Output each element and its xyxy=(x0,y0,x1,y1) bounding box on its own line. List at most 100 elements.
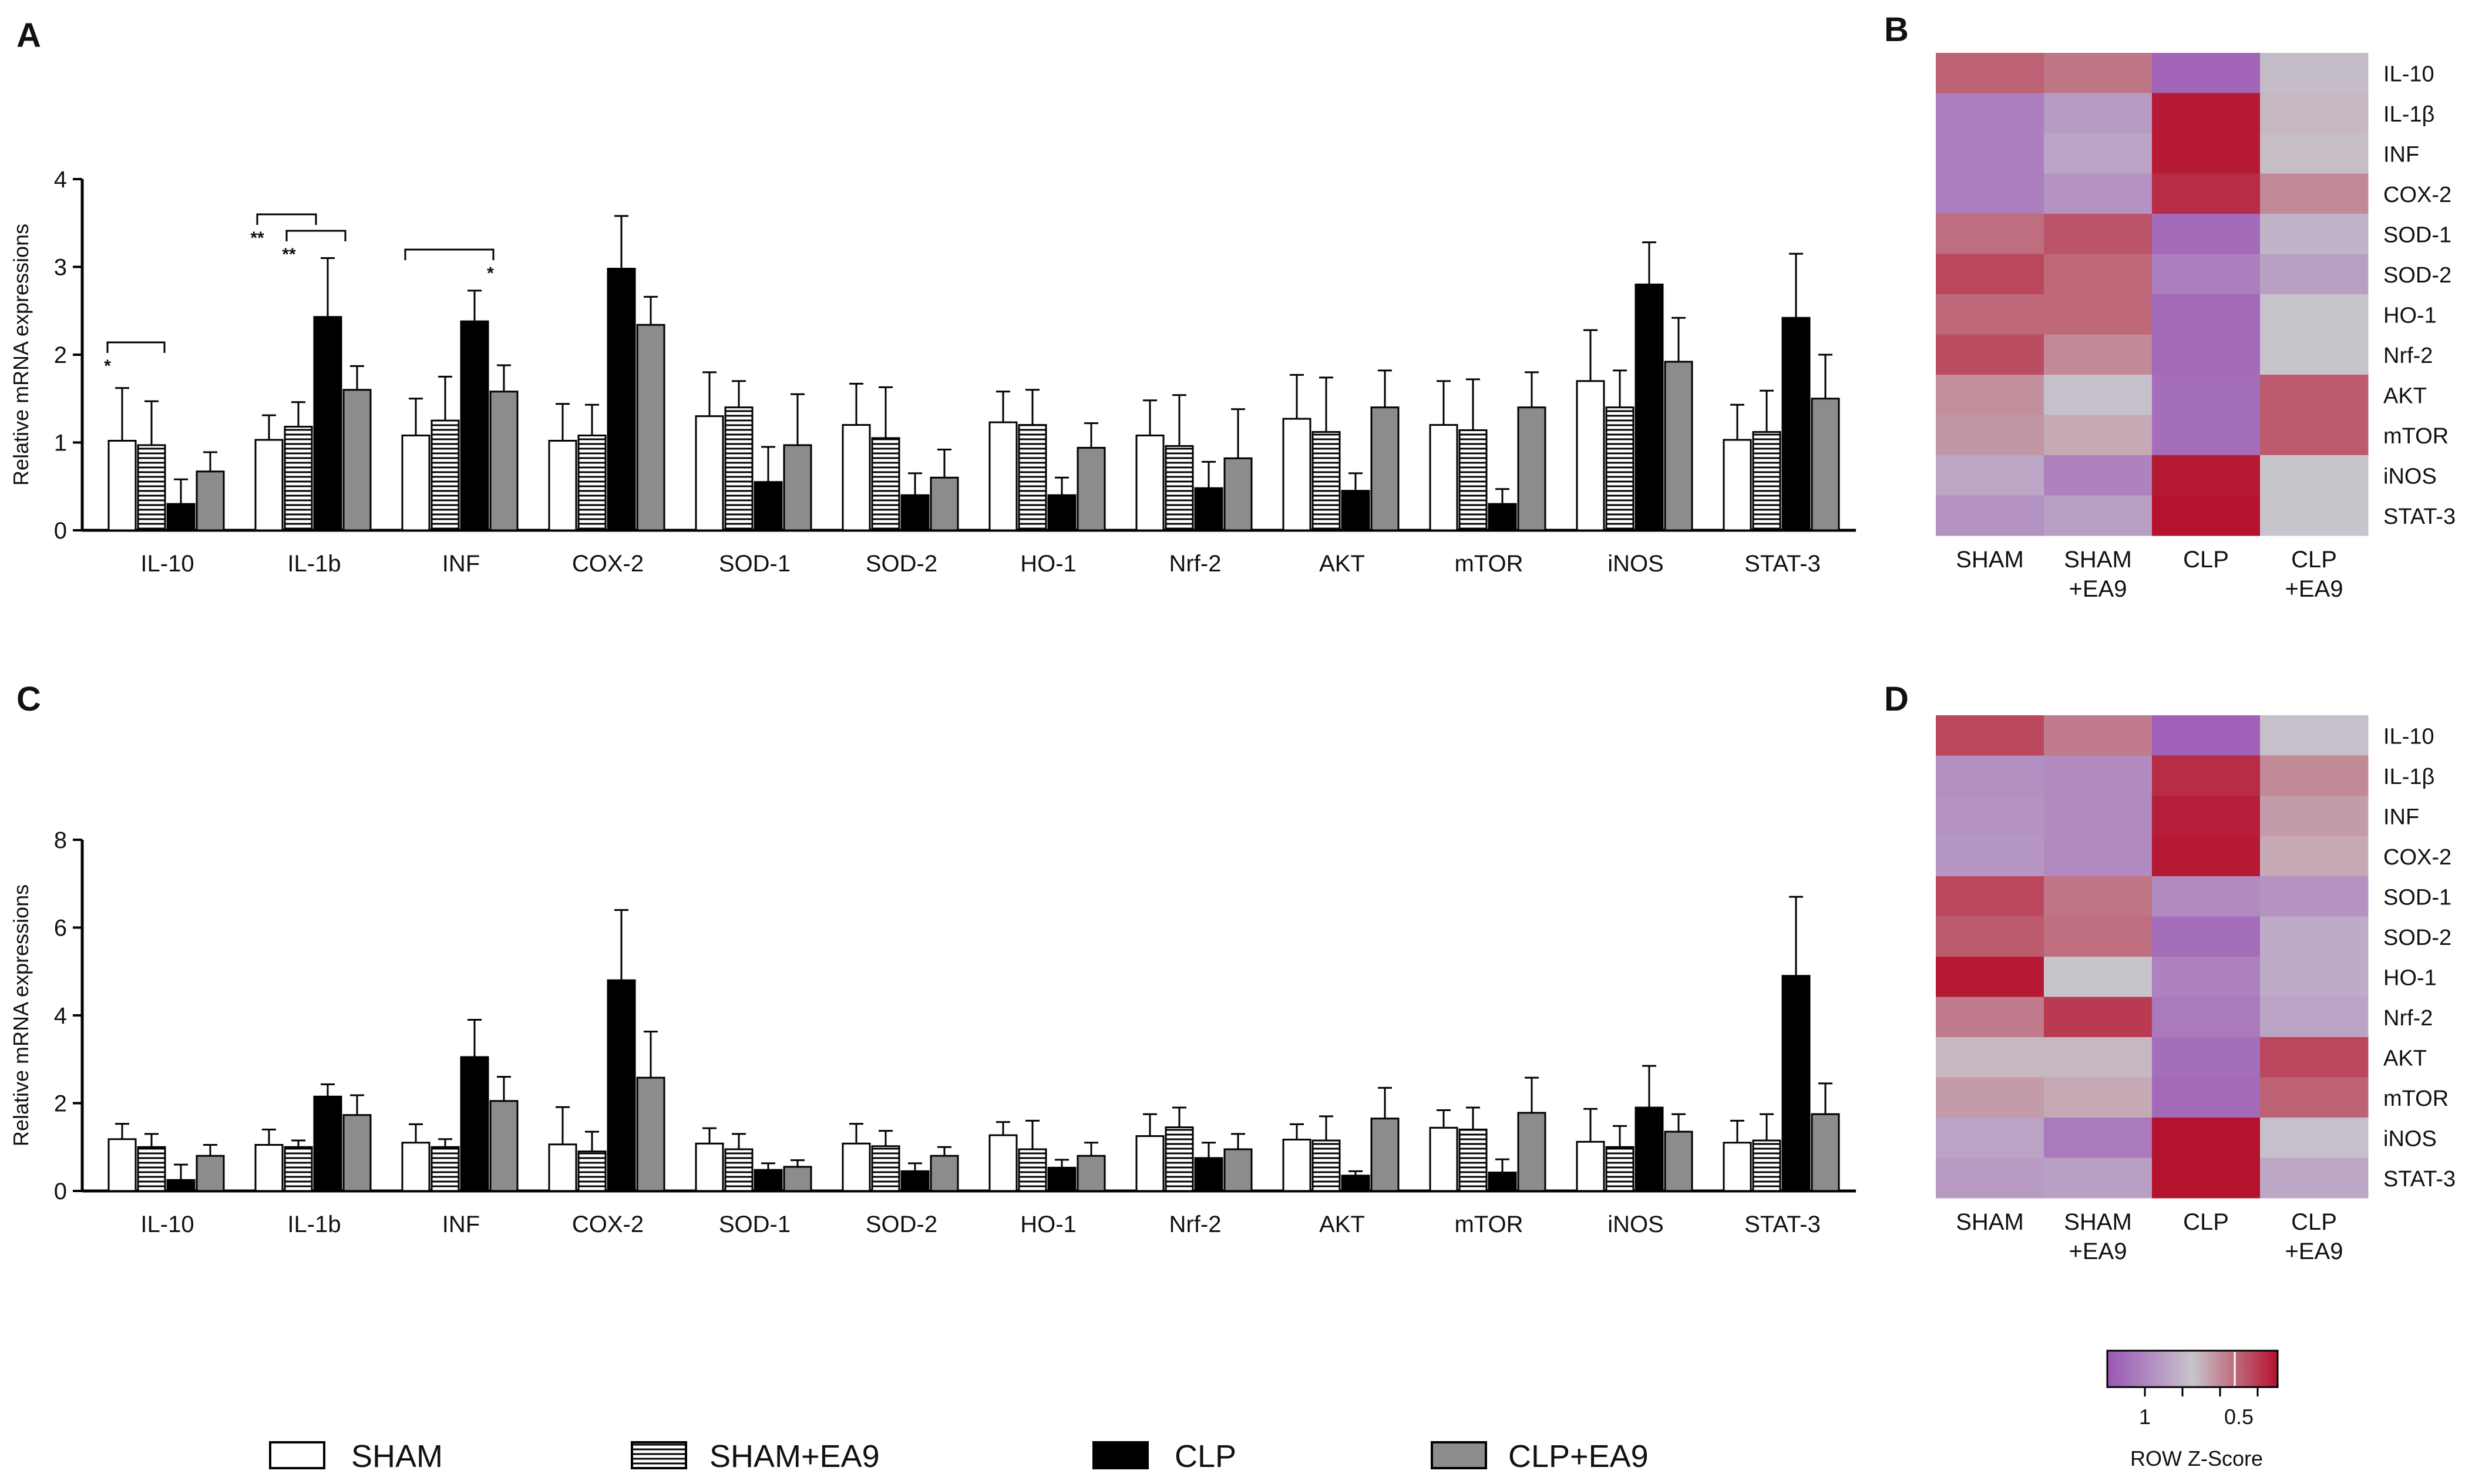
heatmap-cell xyxy=(2260,1118,2369,1158)
heatmap-cell xyxy=(1936,997,2044,1038)
heatmap-cell xyxy=(2044,455,2153,496)
bar-sham-ea9 xyxy=(1018,424,1047,531)
legend-swatch-sham xyxy=(269,1441,325,1469)
x-tick-label: COX-2 xyxy=(572,1212,644,1237)
y-tick-label: 0 xyxy=(54,518,67,544)
bar-sham xyxy=(1282,418,1311,531)
bar-sham xyxy=(1135,435,1165,531)
bar-clp xyxy=(754,1169,783,1192)
color-scale-tick-label: 0.5 xyxy=(2224,1405,2254,1429)
heatmap-cell xyxy=(1936,53,2044,93)
bar-clp-ea9 xyxy=(636,324,665,531)
heatmap-cell xyxy=(2152,957,2261,997)
significance-bracket xyxy=(404,248,495,260)
panel-label-d: D xyxy=(1884,680,1909,718)
heatmap-row-label: SOD-2 xyxy=(2383,263,2451,288)
y-tick-label: 1 xyxy=(54,430,67,456)
bar-clp-ea9 xyxy=(1223,457,1253,531)
color-scale-bar xyxy=(2106,1350,2279,1388)
bar-clp-ea9 xyxy=(1223,1148,1253,1192)
heatmap-column-label: SHAM xyxy=(1956,1209,2024,1235)
bar-clp-ea9 xyxy=(1370,406,1400,531)
bar-clp xyxy=(313,316,342,531)
bar-clp xyxy=(607,979,636,1192)
bar-sham-ea9 xyxy=(1018,1148,1047,1192)
heatmap-cell xyxy=(2044,796,2153,836)
heatmap-cell xyxy=(2044,1037,2153,1078)
bar-sham-ea9 xyxy=(1165,1126,1194,1192)
heatmap-cell xyxy=(2152,334,2261,375)
x-tick-label: INF xyxy=(442,551,480,577)
heatmap-cell xyxy=(1936,796,2044,836)
heatmap-row-label: IL-1β xyxy=(2383,765,2434,789)
x-tick-label: Nrf-2 xyxy=(1169,1212,1222,1237)
legend-swatch-clp xyxy=(1092,1441,1149,1469)
bar-clp-ea9 xyxy=(196,1155,225,1192)
heatmap-cell xyxy=(2260,1037,2369,1078)
heatmap-column-label: SHAM xyxy=(2064,1209,2132,1235)
bar-sham xyxy=(548,1143,577,1192)
heatmap-cell xyxy=(1936,1037,2044,1078)
bar-clp-ea9 xyxy=(1077,1155,1106,1192)
bar-clp xyxy=(1194,1157,1223,1192)
heatmap-cell xyxy=(2152,133,2261,174)
heatmap-cell xyxy=(2260,375,2369,415)
bar-sham xyxy=(1576,380,1605,531)
bar-sham-ea9 xyxy=(137,1146,166,1192)
bar-sham-ea9 xyxy=(724,1148,754,1192)
x-tick-label: SOD-2 xyxy=(866,551,937,577)
heatmap-row-label: HO-1 xyxy=(2383,303,2437,328)
heatmap-cell xyxy=(2152,1157,2261,1199)
x-tick-label: AKT xyxy=(1319,1212,1365,1237)
bar-clp-ea9 xyxy=(1370,1118,1400,1192)
heatmap-cell xyxy=(2152,1118,2261,1158)
heatmap-column-label: SHAM xyxy=(1956,547,2024,573)
heatmap-cell xyxy=(2044,53,2153,93)
bar-clp-ea9 xyxy=(489,1100,519,1192)
heatmap-column-label: CLP xyxy=(2183,1209,2229,1235)
heatmap-cell xyxy=(2152,173,2261,214)
x-tick-label: mTOR xyxy=(1454,551,1523,577)
heatmap-cell xyxy=(2152,1077,2261,1118)
bar-sham xyxy=(107,440,137,531)
heatmap-cell xyxy=(2044,755,2153,796)
heatmap-row-label: HO-1 xyxy=(2383,965,2437,990)
heatmap-column-label: +EA9 xyxy=(2285,1239,2343,1264)
bar-clp xyxy=(1781,975,1811,1192)
heatmap-cell xyxy=(2260,254,2369,295)
heatmap-cell xyxy=(2152,495,2261,536)
x-tick-label: SOD-1 xyxy=(719,551,791,577)
heatmap-cell xyxy=(2044,294,2153,335)
heatmap-row-label: Nrf-2 xyxy=(2383,1006,2433,1031)
heatmap-cell xyxy=(1936,755,2044,796)
heatmap-cell xyxy=(2152,455,2261,496)
heatmap-cell xyxy=(2044,876,2153,917)
bar-clp xyxy=(1488,503,1517,531)
heatmap-cell xyxy=(1936,836,2044,877)
y-tick-label: 6 xyxy=(54,916,67,941)
bar-clp xyxy=(1194,487,1223,531)
panel-label-b: B xyxy=(1884,11,1909,49)
x-tick-label: COX-2 xyxy=(572,551,644,577)
heatmap-cell xyxy=(2152,214,2261,254)
heatmap-cell xyxy=(1936,1118,2044,1158)
significance-marker: * xyxy=(104,356,111,376)
bar-clp xyxy=(166,503,196,531)
heatmap-cell xyxy=(1936,957,2044,997)
x-tick-label: INF xyxy=(442,1212,480,1237)
x-tick-label: AKT xyxy=(1319,551,1365,577)
bar-clp xyxy=(1781,317,1811,531)
heatmap-cell xyxy=(2044,334,2153,375)
heatmap-cell xyxy=(1936,455,2044,496)
x-tick-label: iNOS xyxy=(1607,1212,1664,1237)
x-tick-label: IL-10 xyxy=(140,551,194,577)
heatmap-cell xyxy=(2152,53,2261,93)
bar-clp xyxy=(166,1179,196,1192)
heatmap-cell xyxy=(2044,133,2153,174)
heatmap-row-label: SOD-1 xyxy=(2383,885,2451,910)
heatmap-cell xyxy=(2044,1157,2153,1199)
heatmap-row-label: SOD-1 xyxy=(2383,223,2451,247)
heatmap-row-label: INF xyxy=(2383,142,2419,167)
bar-sham-ea9 xyxy=(1605,406,1635,531)
bar-clp-ea9 xyxy=(342,389,372,531)
